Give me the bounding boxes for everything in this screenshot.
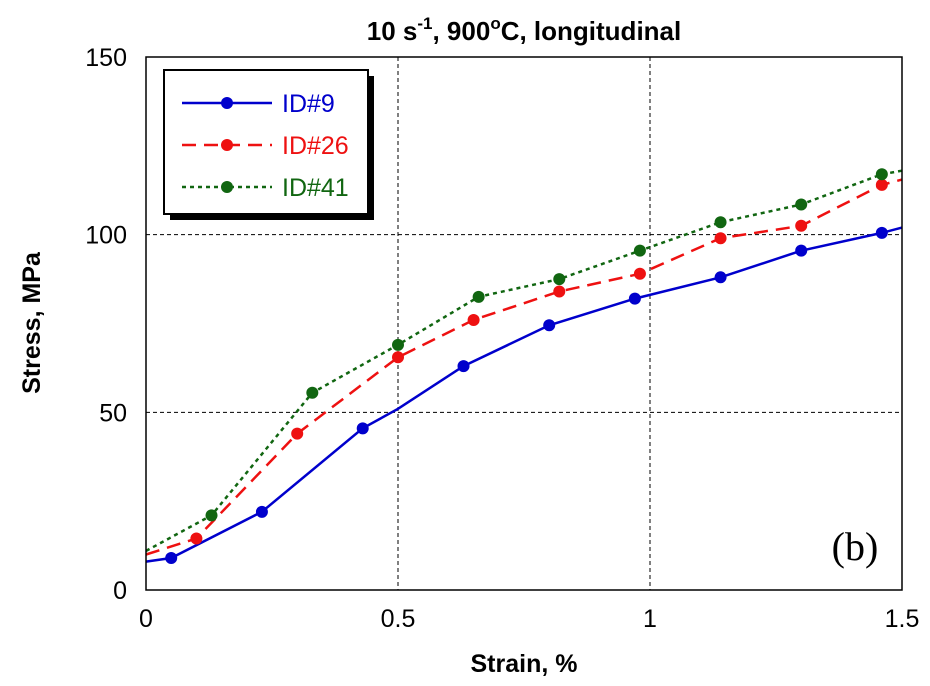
plot-frame (145, 56, 903, 591)
data-point (875, 178, 888, 191)
chart-title: 10 s-1, 900oC, longitudinal (367, 14, 681, 46)
data-point (457, 360, 470, 373)
data-point (356, 422, 369, 435)
y-tick-label: 150 (85, 44, 127, 72)
series-id26 (145, 178, 903, 556)
data-point (875, 168, 888, 181)
data-point (633, 244, 646, 257)
data-point (628, 292, 641, 305)
data-point (190, 532, 203, 545)
series-layer (145, 168, 903, 565)
data-point (291, 427, 304, 440)
panel-label: (b) (832, 524, 879, 569)
data-point (306, 386, 319, 399)
data-point (714, 216, 727, 229)
grid-lines (146, 57, 902, 590)
legend-label: ID#9 (282, 90, 335, 118)
legend-label: ID#26 (282, 132, 349, 160)
data-point (205, 509, 218, 522)
x-tick-label: 0.5 (381, 605, 416, 633)
series-line (145, 178, 903, 556)
data-point (795, 198, 808, 211)
data-point (165, 552, 178, 565)
y-axis-label: Stress, MPa (18, 251, 46, 394)
x-tick-label: 1.5 (885, 605, 920, 633)
data-point (543, 319, 556, 332)
data-point (467, 313, 480, 326)
data-point (633, 267, 646, 280)
legend-box (163, 69, 369, 215)
x-axis-label: Strain, % (471, 650, 578, 678)
data-point (553, 273, 566, 286)
y-tick-label: 50 (99, 399, 127, 427)
data-point (714, 232, 727, 245)
series-id9 (145, 226, 903, 565)
data-point (795, 244, 808, 257)
legend-marker (221, 139, 233, 151)
data-point (392, 351, 404, 364)
legend-label: ID#41 (282, 174, 349, 202)
legend-marker (221, 181, 233, 193)
data-point (795, 219, 808, 232)
x-tick-label: 0 (139, 605, 153, 633)
legend-entries: ID#9 ID#26 ID#41 (182, 90, 349, 202)
y-tick-label: 100 (85, 222, 127, 250)
data-point (255, 505, 268, 518)
series-line (145, 226, 903, 563)
series-id41 (145, 168, 903, 552)
legend-marker (221, 97, 233, 109)
data-point (553, 285, 566, 298)
data-point (472, 290, 485, 303)
y-tick-labels: 0 50 100 150 (85, 44, 127, 605)
data-point (714, 271, 727, 284)
x-tick-labels: 0 0.5 1 1.5 (139, 605, 919, 633)
data-point (875, 226, 888, 239)
x-tick-label: 1 (643, 605, 657, 633)
y-tick-label: 0 (113, 577, 127, 605)
data-point (392, 338, 404, 351)
legend: ID#9 ID#26 ID#41 (163, 69, 374, 220)
